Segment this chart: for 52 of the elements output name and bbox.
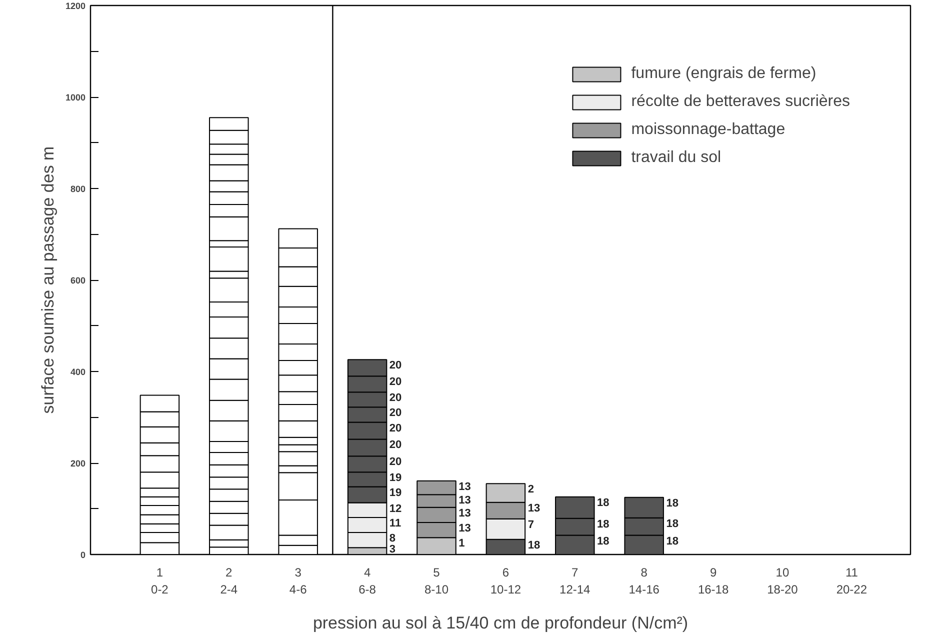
annotation: 20: [389, 456, 402, 468]
annotation: 8: [389, 532, 396, 545]
annotation: 18: [666, 535, 678, 548]
x-tick-label: 3 4-6: [289, 566, 308, 596]
annotation: 20: [389, 360, 402, 372]
x-tick-label: 10 18-20: [767, 566, 798, 596]
annotation: 18: [666, 518, 678, 530]
x-tick-label: 11 20-22: [836, 566, 868, 596]
annotation: 13: [458, 494, 471, 507]
annotation: 18: [597, 518, 610, 530]
annotation: 3: [389, 544, 396, 556]
annotation: 20: [389, 392, 402, 404]
annotation: 19: [389, 472, 402, 484]
annotation: 18: [528, 539, 540, 552]
annotation: 11: [389, 517, 402, 530]
legend-label: fumure (engrais de ferme): [631, 65, 816, 83]
annotation: 1: [458, 538, 465, 550]
x-tick-label: 6 10-12: [490, 566, 522, 596]
legend-label: moissonnage-battage: [631, 121, 786, 139]
x-tick-label: 2 2-4: [220, 566, 238, 596]
y-axis-title: surface soumise au passage des m: [38, 146, 58, 414]
x-tick-label: 1 0-2: [151, 566, 169, 596]
annotation: 20: [389, 439, 402, 452]
x-axis-title: pression au sol à 15/40 cm de profondeur (N/cm²): [312, 613, 688, 632]
annotation: 13: [458, 522, 471, 534]
y-tick-label: 800: [70, 184, 86, 194]
legend-label: récolte de betteraves sucrières: [631, 93, 850, 111]
annotation: 20: [389, 422, 402, 434]
y-tick-label: 600: [70, 276, 86, 286]
y-tick-label: 1000: [65, 92, 86, 102]
legend-label: travail du sol: [631, 149, 722, 167]
y-tick-label: 400: [70, 367, 86, 377]
annotation: 7: [528, 518, 534, 531]
annotation: 13: [458, 507, 471, 520]
x-tick-label: 7 12-14: [560, 566, 591, 596]
x-tick-label: 9 16-18: [698, 566, 729, 596]
y-tick-label: 200: [70, 458, 86, 468]
annotation: 18: [597, 535, 610, 548]
annotation: 20: [389, 407, 402, 420]
annotation: 19: [389, 486, 402, 499]
annotation: 18: [666, 497, 678, 510]
y-tick-label: 1200: [65, 1, 86, 11]
annotation: 13: [528, 502, 540, 514]
x-tick-label: 8 14-16: [628, 566, 660, 596]
annotation: 20: [389, 376, 402, 388]
x-tick-label: 4 6-8: [358, 566, 376, 596]
x-tick-label: 5 8-10: [424, 566, 449, 596]
annotation: 18: [597, 496, 610, 509]
annotation: 2: [528, 484, 534, 496]
annotation: 13: [458, 480, 471, 493]
y-tick-label: 0: [80, 550, 86, 560]
annotation: 12: [389, 502, 402, 515]
